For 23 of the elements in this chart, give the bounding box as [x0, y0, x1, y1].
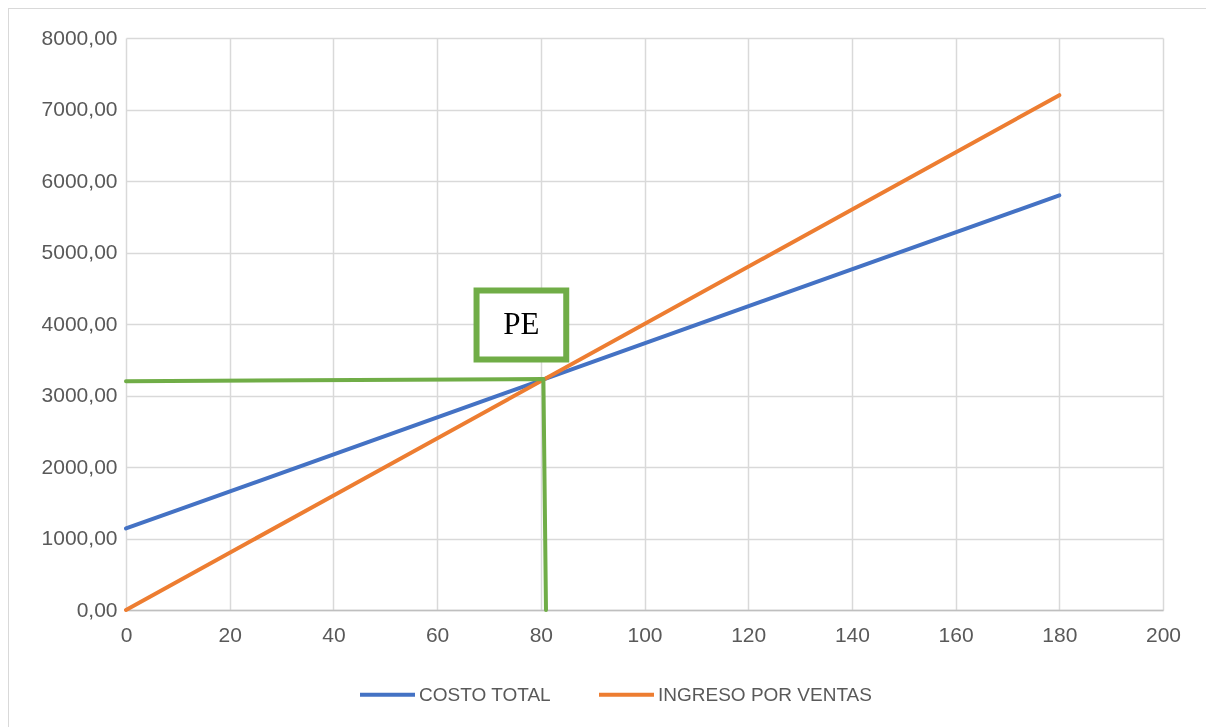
x-tick-label: 20 [218, 622, 242, 646]
x-tick-label: 160 [938, 622, 974, 646]
x-tick-label: 60 [425, 622, 450, 646]
y-tick-label: 1000,00 [41, 526, 118, 549]
y-tick-label: 0,00 [76, 597, 118, 621]
x-tick-label: 100 [627, 622, 663, 646]
y-tick-label: 6000,00 [41, 168, 118, 192]
legend-label: COSTO TOTAL [419, 683, 551, 705]
x-tick-label: 200 [1145, 622, 1182, 646]
y-tick-label: 2000,00 [41, 454, 118, 478]
y-tick-label: 4000,00 [41, 311, 118, 335]
y-tick-label: 5000,00 [41, 240, 118, 263]
x-tick-label: 140 [834, 622, 870, 646]
y-tick-label: 3000,00 [41, 383, 118, 406]
y-tick-label: 8000,00 [41, 25, 118, 49]
annotation: PE [503, 306, 540, 342]
x-tick-label: 120 [731, 622, 767, 646]
x-tick-label: 180 [1042, 622, 1078, 646]
y-tick-label: 7000,00 [41, 97, 118, 120]
x-tick-label: 40 [322, 622, 346, 646]
legend-label: INGRESO POR VENTAS [658, 683, 872, 705]
x-tick-label: 80 [529, 622, 553, 646]
x-tick-label: 0 [120, 622, 133, 646]
